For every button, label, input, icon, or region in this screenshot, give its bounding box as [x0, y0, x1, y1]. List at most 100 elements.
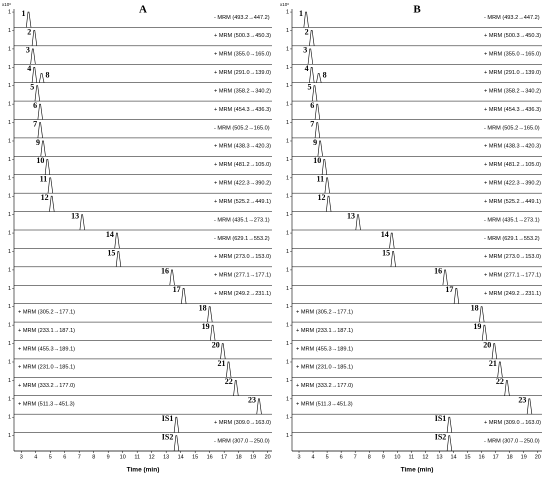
x-tick-label: 7 [354, 454, 357, 460]
peak-label: 3 [26, 46, 30, 55]
y-tick-label: 1 [286, 102, 289, 108]
peak-label: 10 [36, 156, 44, 165]
transition-label: + MRM (358.2→340.2) [214, 88, 271, 94]
transition-label: + MRM (481.2→105.0) [484, 162, 541, 168]
peak-label: 8 [46, 70, 50, 79]
peak [479, 306, 485, 323]
x-tick-label: 8 [92, 454, 95, 460]
peak-label: 20 [483, 340, 491, 349]
x-tick-label: 6 [340, 454, 343, 460]
peak-label: 15 [382, 248, 390, 257]
transition-label: + MRM (333.2→177.0) [18, 383, 75, 389]
peak [446, 416, 453, 433]
x-tick-label: 14 [450, 454, 456, 460]
panel-title: A [139, 4, 147, 16]
peak [311, 85, 318, 102]
x-axis-label: Time (min) [127, 467, 160, 474]
x-tick-label: 10 [394, 454, 400, 460]
peak-label: 14 [106, 230, 114, 239]
peak-label: 11 [317, 175, 325, 184]
y-tick-label: 1 [8, 10, 11, 16]
y-unit: x10⁶ [2, 2, 11, 7]
peak [181, 288, 187, 304]
peak [303, 11, 309, 28]
peak [173, 416, 180, 433]
transition-label: + MRM (273.0→153.0) [214, 254, 271, 260]
transition-label: + MRM (455.3→189.1) [296, 346, 353, 352]
transition-label: + MRM (277.1→177.1) [214, 273, 271, 279]
y-tick-label: 1 [286, 378, 289, 384]
transition-label: - MRM (435.1→273.1) [484, 217, 540, 223]
peak-label: 9 [313, 138, 317, 147]
transition-label: + MRM (525.2→449.1) [214, 199, 271, 205]
peak [453, 288, 460, 304]
peak-label: 12 [318, 193, 326, 202]
peak [317, 140, 323, 157]
peak [226, 361, 232, 378]
x-tick-label: 7 [78, 454, 81, 460]
peak [481, 324, 488, 341]
y-tick-label: 1 [286, 46, 289, 52]
y-tick-label: 1 [286, 267, 289, 273]
y-tick-label: 1 [286, 157, 289, 163]
transition-label: + MRM (249.2→231.1) [484, 291, 541, 297]
transition-label: + MRM (438.3→420.3) [484, 144, 541, 150]
y-tick-label: 1 [286, 433, 289, 439]
peak-label: 2 [305, 27, 309, 36]
transition-label: + MRM (277.1→177.1) [484, 273, 541, 279]
y-tick-label: 1 [8, 175, 11, 181]
peak-label: 21 [489, 359, 497, 368]
peak [390, 251, 396, 267]
transition-label: + MRM (233.1→187.1) [18, 328, 75, 334]
peak [355, 214, 361, 231]
y-tick-label: 1 [286, 10, 289, 16]
transition-label: + MRM (233.1→187.1) [296, 328, 353, 334]
y-tick-label: 1 [286, 138, 289, 144]
x-tick-label: 17 [221, 454, 227, 460]
peak [25, 11, 32, 28]
transition-label: - MRM (629.1→553.2) [214, 236, 270, 242]
x-tick-label: 12 [422, 454, 428, 460]
peak-label: IS1 [162, 414, 174, 423]
x-tick-label: 16 [207, 454, 213, 460]
transition-label: + MRM (333.2→177.0) [296, 383, 353, 389]
peak [173, 435, 180, 452]
peak-label: 6 [310, 101, 314, 110]
x-tick-label: 12 [149, 454, 155, 460]
peak [37, 103, 43, 120]
y-tick-label: 1 [286, 286, 289, 292]
transition-label: + MRM (454.3→436.3) [214, 107, 271, 113]
x-tick-label: 5 [326, 454, 329, 460]
y-tick-label: 1 [8, 415, 11, 421]
peak [31, 30, 38, 46]
transition-label: + MRM (249.2→231.1) [214, 291, 271, 297]
y-tick-label: 1 [286, 304, 289, 310]
peak [504, 380, 510, 396]
y-tick-label: 1 [286, 28, 289, 34]
peak-label: 7 [33, 119, 37, 128]
transition-label: + MRM (355.0→165.0) [214, 52, 271, 58]
peak-label: 18 [199, 304, 207, 313]
transition-label: + MRM (511.3→451.3) [296, 402, 353, 408]
peak [233, 380, 239, 396]
peak-label: 8 [323, 70, 327, 79]
y-tick-label: 1 [286, 323, 289, 329]
transition-label: + MRM (291.0→139.0) [214, 70, 271, 76]
transition-label: - MRM (307.0→250.0) [214, 438, 270, 444]
peak-label: 10 [313, 156, 321, 165]
x-tick-label: 20 [265, 454, 271, 460]
y-tick-label: 1 [8, 120, 11, 126]
peak-label: 5 [307, 83, 311, 92]
y-tick-label: 1 [8, 396, 11, 402]
y-tick-label: 1 [8, 157, 11, 163]
y-tick-label: 1 [8, 102, 11, 108]
peak [79, 214, 85, 231]
x-tick-label: 17 [493, 454, 499, 460]
peak [34, 85, 40, 102]
peak-label: 13 [71, 211, 79, 220]
transition-label: + MRM (500.3→450.3) [214, 33, 271, 39]
x-tick-label: 16 [479, 454, 485, 460]
peak-label: 19 [202, 322, 210, 331]
y-tick-label: 1 [8, 267, 11, 273]
